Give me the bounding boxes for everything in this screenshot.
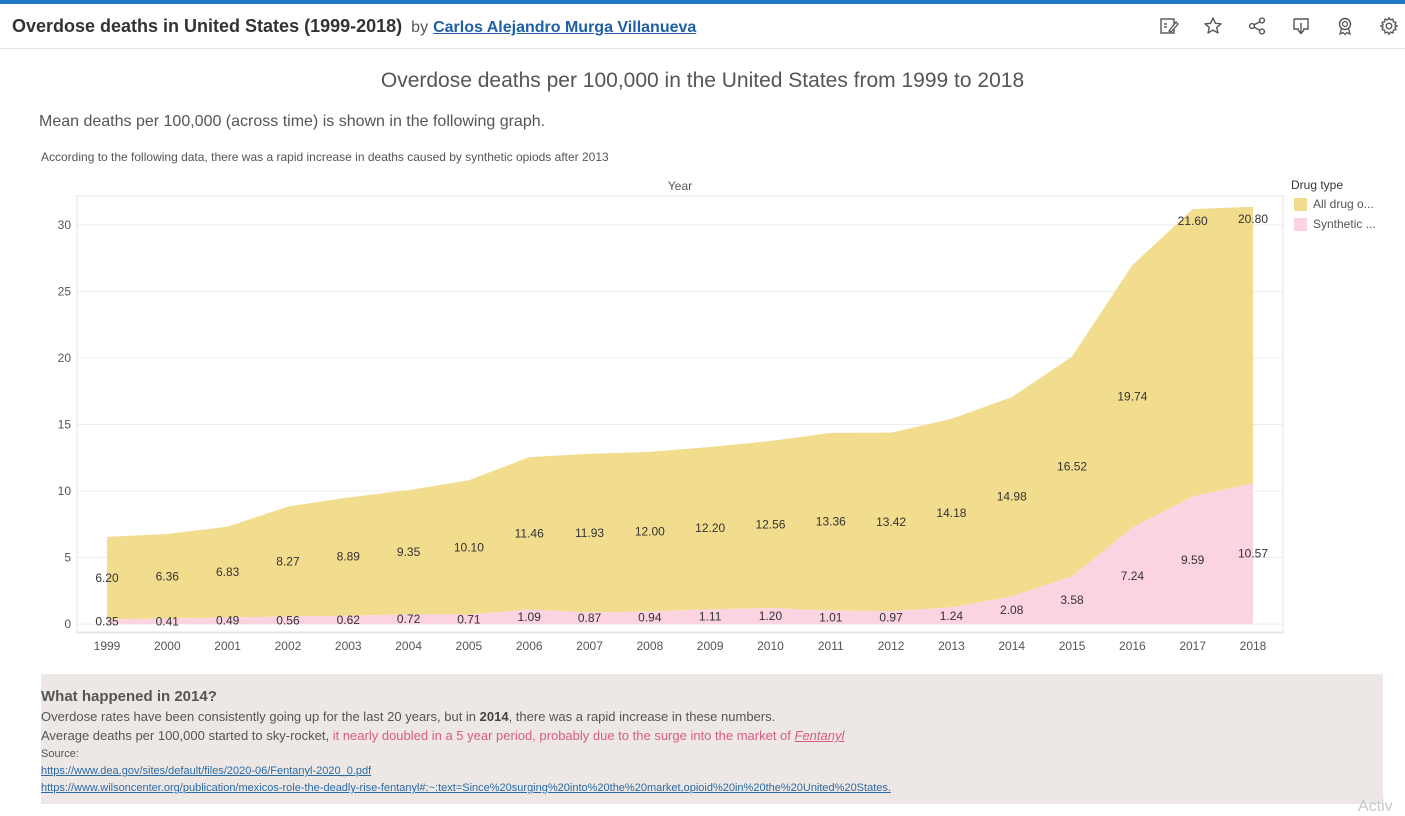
- x-tick-label: 2018: [1240, 639, 1267, 653]
- legend-item-synthetic[interactable]: Synthetic ...: [1291, 217, 1376, 231]
- data-label-all-drugs: 11.46: [515, 526, 544, 540]
- y-tick-label: 5: [64, 551, 71, 565]
- info-paragraph-2: Average deaths per 100,000 started to sk…: [41, 728, 844, 743]
- x-tick-label: 2001: [214, 639, 241, 653]
- x-tick-label: 2009: [697, 639, 724, 653]
- x-tick-label: 2006: [516, 639, 543, 653]
- data-label-synthetic: 1.24: [940, 609, 964, 623]
- y-tick-label: 25: [58, 285, 72, 299]
- legend-item-all-drugs[interactable]: All drug o...: [1291, 197, 1376, 211]
- data-label-all-drugs: 14.18: [936, 506, 966, 520]
- data-label-all-drugs: 6.20: [95, 571, 119, 585]
- x-tick-label: 1999: [94, 639, 121, 653]
- y-tick-label: 10: [58, 484, 72, 498]
- data-label-all-drugs: 12.56: [755, 518, 785, 532]
- legend-swatch-all-drugs: [1294, 198, 1307, 211]
- fentanyl-link[interactable]: Fentanyl: [795, 728, 845, 743]
- data-label-all-drugs: 20.80: [1238, 212, 1268, 226]
- info-heading: What happened in 2014?: [41, 688, 217, 705]
- data-label-synthetic: 10.57: [1238, 547, 1268, 561]
- info-p1-after: , there was a rapid increase in these nu…: [509, 709, 776, 724]
- chart-legend: Drug type All drug o... Synthetic ...: [1291, 178, 1376, 237]
- settings-icon[interactable]: [1377, 14, 1401, 38]
- data-label-synthetic: 0.41: [156, 614, 180, 628]
- x-tick-label: 2015: [1059, 639, 1086, 653]
- data-label-all-drugs: 11.93: [575, 526, 604, 540]
- info-p1-bold: 2014: [480, 709, 509, 724]
- x-tick-label: 2016: [1119, 639, 1146, 653]
- data-label-all-drugs: 12.00: [635, 525, 665, 539]
- x-axis-title: Year: [668, 179, 692, 193]
- data-label-all-drugs: 8.89: [337, 550, 361, 564]
- data-label-all-drugs: 10.10: [454, 540, 484, 554]
- download-icon[interactable]: [1289, 14, 1313, 38]
- legend-title: Drug type: [1291, 178, 1376, 192]
- x-tick-label: 2013: [938, 639, 965, 653]
- source-link-dea[interactable]: https://www.dea.gov/sites/default/files/…: [41, 765, 371, 777]
- x-tick-label: 2000: [154, 639, 181, 653]
- data-label-synthetic: 0.72: [397, 612, 421, 626]
- data-label-synthetic: 0.62: [337, 613, 361, 627]
- data-label-synthetic: 1.09: [518, 610, 542, 624]
- data-label-synthetic: 1.11: [699, 610, 722, 624]
- x-tick-label: 2011: [818, 639, 844, 653]
- data-label-synthetic: 0.71: [457, 612, 481, 626]
- y-tick-label: 20: [58, 351, 72, 365]
- data-label-synthetic: 0.35: [95, 615, 119, 629]
- data-label-all-drugs: 19.74: [1117, 389, 1147, 403]
- info-p1-before: Overdose rates have been consistently go…: [41, 709, 480, 724]
- data-label-all-drugs: 8.27: [276, 555, 300, 569]
- y-tick-label: 15: [58, 418, 72, 432]
- data-label-synthetic: 0.49: [216, 614, 240, 628]
- x-tick-label: 2007: [576, 639, 603, 653]
- info-panel: What happened in 2014? Overdose rates ha…: [41, 674, 1383, 804]
- x-tick-label: 2004: [395, 639, 422, 653]
- data-label-synthetic: 1.01: [819, 610, 843, 624]
- legend-label-synthetic: Synthetic ...: [1313, 217, 1376, 231]
- data-label-all-drugs: 9.35: [397, 545, 421, 559]
- data-label-synthetic: 3.58: [1060, 593, 1084, 607]
- badge-icon[interactable]: [1333, 14, 1357, 38]
- x-tick-label: 2014: [998, 639, 1025, 653]
- data-label-synthetic: 0.97: [879, 611, 903, 625]
- data-label-all-drugs: 6.83: [216, 565, 240, 579]
- data-label-all-drugs: 13.36: [816, 515, 846, 529]
- data-label-all-drugs: 21.60: [1178, 214, 1208, 228]
- data-label-synthetic: 0.56: [276, 613, 300, 627]
- x-tick-label: 2003: [335, 639, 362, 653]
- data-label-all-drugs: 14.98: [997, 490, 1027, 504]
- data-label-synthetic: 0.94: [638, 611, 662, 625]
- data-label-all-drugs: 13.42: [876, 515, 906, 529]
- legend-label-all-drugs: All drug o...: [1313, 197, 1374, 211]
- source-label: Source:: [41, 748, 79, 760]
- x-tick-label: 2002: [275, 639, 302, 653]
- data-label-all-drugs: 12.20: [695, 521, 725, 535]
- legend-swatch-synthetic: [1294, 218, 1307, 231]
- stacked-area-chart[interactable]: 0 5 10 15 20 25 30 Year 1999 2000 2001 2002 2003 2004…: [0, 0, 1290, 665]
- data-label-synthetic: 7.24: [1121, 569, 1145, 583]
- x-tick-label: 2010: [757, 639, 784, 653]
- info-paragraph-1: Overdose rates have been consistently go…: [41, 709, 775, 724]
- x-tick-label: 2012: [878, 639, 905, 653]
- info-p2-before: Average deaths per 100,000 started to sk…: [41, 728, 333, 743]
- data-label-synthetic: 1.20: [759, 609, 783, 623]
- data-label-all-drugs: 6.36: [156, 569, 180, 583]
- data-label-synthetic: 9.59: [1181, 553, 1205, 567]
- x-tick-label: 2005: [456, 639, 483, 653]
- x-tick-label: 2017: [1179, 639, 1206, 653]
- info-p2-highlight: it nearly doubled in a 5 year period, pr…: [333, 728, 795, 743]
- source-link-wilson[interactable]: https://www.wilsoncenter.org/publication…: [41, 782, 891, 794]
- activate-watermark: Activ: [1358, 798, 1393, 816]
- y-tick-label: 0: [64, 617, 71, 631]
- data-label-synthetic: 2.08: [1000, 603, 1024, 617]
- y-tick-label: 30: [58, 218, 72, 232]
- data-label-synthetic: 0.87: [578, 611, 602, 625]
- data-label-all-drugs: 16.52: [1057, 460, 1087, 474]
- x-tick-label: 2008: [636, 639, 663, 653]
